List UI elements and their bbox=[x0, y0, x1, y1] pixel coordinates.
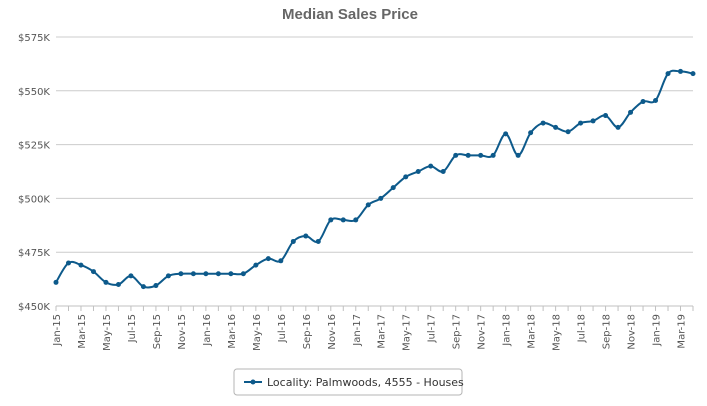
x-tick-label: Mar-17 bbox=[377, 314, 388, 349]
x-tick-label: Jan-16 bbox=[202, 314, 213, 347]
data-point[interactable] bbox=[653, 97, 659, 103]
data-point[interactable] bbox=[478, 152, 484, 158]
data-point[interactable] bbox=[628, 109, 634, 115]
data-point[interactable] bbox=[615, 124, 621, 130]
x-tick-label: Jul-15 bbox=[127, 314, 138, 343]
data-point[interactable] bbox=[540, 120, 546, 126]
x-tick-label: Mar-16 bbox=[227, 314, 238, 349]
data-point[interactable] bbox=[690, 71, 696, 77]
data-point[interactable] bbox=[565, 129, 571, 135]
y-tick-label: $575K bbox=[18, 33, 50, 44]
x-tick-label: Jan-19 bbox=[652, 314, 663, 347]
data-point[interactable] bbox=[515, 152, 521, 158]
data-point[interactable] bbox=[153, 283, 159, 289]
data-point[interactable] bbox=[453, 152, 459, 158]
data-point[interactable] bbox=[590, 118, 596, 124]
x-tick-label: May-16 bbox=[252, 314, 263, 351]
data-point[interactable] bbox=[490, 152, 496, 158]
data-point[interactable] bbox=[340, 217, 346, 223]
data-point[interactable] bbox=[378, 195, 384, 201]
x-tick-label: Mar-15 bbox=[77, 314, 88, 349]
data-point[interactable] bbox=[278, 258, 284, 264]
data-point[interactable] bbox=[115, 281, 121, 287]
x-tick-label: Sep-18 bbox=[602, 314, 613, 349]
data-point[interactable] bbox=[553, 124, 559, 130]
x-tick-label: Jan-18 bbox=[502, 314, 513, 347]
grid-lines bbox=[56, 36, 693, 307]
x-tick-label: Jul-17 bbox=[427, 314, 438, 343]
series-layer bbox=[53, 68, 696, 290]
chart-title: Median Sales Price bbox=[282, 6, 418, 23]
x-tick-label: Mar-19 bbox=[677, 314, 688, 349]
x-tick-label: Sep-15 bbox=[152, 314, 163, 349]
data-point[interactable] bbox=[90, 269, 96, 275]
data-point[interactable] bbox=[290, 238, 296, 244]
data-point[interactable] bbox=[428, 163, 434, 169]
x-tick-label: May-15 bbox=[102, 314, 113, 351]
data-point[interactable] bbox=[253, 262, 259, 268]
x-tick-label: May-18 bbox=[552, 314, 563, 351]
x-tick-label: Sep-17 bbox=[452, 314, 463, 349]
data-point[interactable] bbox=[365, 202, 371, 208]
data-point[interactable] bbox=[578, 120, 584, 126]
y-tick-label: $450K bbox=[18, 302, 50, 313]
data-point[interactable] bbox=[640, 99, 646, 105]
data-point[interactable] bbox=[353, 217, 359, 223]
data-point[interactable] bbox=[303, 233, 309, 239]
x-tick-label: Jul-16 bbox=[277, 314, 288, 343]
series-line bbox=[55, 69, 694, 289]
x-tick-label: Jan-17 bbox=[352, 314, 363, 347]
data-point[interactable] bbox=[390, 185, 396, 191]
x-tick-label: Sep-16 bbox=[302, 314, 313, 349]
data-point[interactable] bbox=[65, 260, 71, 266]
y-tick-label: $550K bbox=[18, 87, 50, 98]
data-point[interactable] bbox=[215, 271, 221, 277]
x-tick-label: Jan-15 bbox=[52, 314, 63, 347]
y-axis: $450K $475K $500K $525K $550K $575K bbox=[18, 33, 50, 313]
x-axis: Jan-15 Mar-15 May-15 Jul-15 Sep-15 Nov-15 Jan-… bbox=[52, 305, 694, 351]
data-point[interactable] bbox=[603, 113, 609, 119]
y-tick-label: $500K bbox=[18, 194, 50, 205]
data-point[interactable] bbox=[128, 273, 134, 279]
data-point[interactable] bbox=[665, 71, 671, 77]
x-tick-label: May-17 bbox=[402, 314, 413, 351]
data-point[interactable] bbox=[315, 238, 321, 244]
x-tick-label: Nov-15 bbox=[177, 314, 188, 350]
data-point[interactable] bbox=[678, 68, 684, 74]
x-tick-label: Jul-18 bbox=[577, 314, 588, 343]
data-point[interactable] bbox=[228, 271, 234, 277]
x-tick-label: Mar-18 bbox=[527, 314, 538, 349]
data-point[interactable] bbox=[403, 174, 409, 180]
legend[interactable]: Locality: Palmwoods, 4555 - Houses bbox=[233, 368, 464, 396]
legend-box bbox=[233, 368, 463, 396]
data-point[interactable] bbox=[165, 273, 171, 279]
data-point[interactable] bbox=[503, 131, 509, 137]
data-point[interactable] bbox=[265, 256, 271, 262]
data-point[interactable] bbox=[415, 169, 421, 174]
data-point[interactable] bbox=[103, 279, 109, 285]
data-point[interactable] bbox=[178, 271, 184, 277]
legend-point-marker bbox=[250, 379, 256, 385]
data-point[interactable] bbox=[328, 217, 334, 223]
y-tick-label: $525K bbox=[18, 141, 50, 152]
data-point[interactable] bbox=[140, 284, 146, 290]
data-point[interactable] bbox=[78, 262, 84, 268]
data-point[interactable] bbox=[190, 271, 196, 277]
legend-series-label: Locality: Palmwoods, 4555 - Houses bbox=[267, 376, 464, 389]
y-tick-label: $475K bbox=[18, 248, 50, 259]
data-point[interactable] bbox=[465, 152, 471, 158]
data-point[interactable] bbox=[440, 169, 446, 174]
data-point[interactable] bbox=[528, 130, 534, 136]
data-point[interactable] bbox=[240, 271, 246, 277]
x-tick-label: Nov-16 bbox=[327, 314, 338, 350]
x-tick-label: Nov-18 bbox=[627, 314, 638, 350]
x-tick-label: Nov-17 bbox=[477, 314, 488, 350]
data-point[interactable] bbox=[53, 279, 59, 285]
data-point[interactable] bbox=[203, 271, 209, 277]
